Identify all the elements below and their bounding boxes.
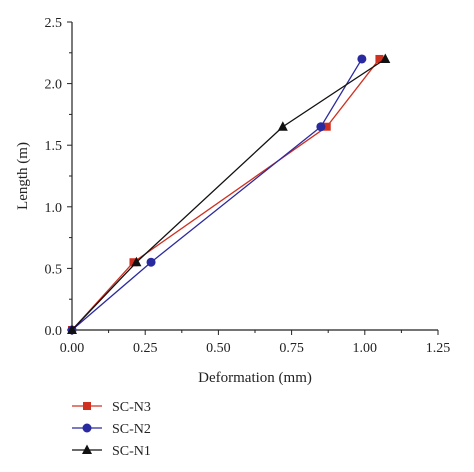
legend-label: SC-N3 [112,400,151,415]
y-tick-label: 2.5 [45,16,63,31]
series-layer [67,53,391,335]
series-sc-n1 [67,53,391,334]
data-point [322,122,331,131]
y-axis-title: Length (m) [15,142,31,210]
legend: SC-N3 SC-N2 SC-N1 [72,400,151,459]
y-tick-label: 2.0 [45,78,63,93]
legend-label: SC-N1 [112,444,151,459]
legend-item-sc-n2: SC-N2 [72,422,151,437]
x-tick-label: 0.25 [133,341,158,356]
legend-item-sc-n3: SC-N3 [72,400,151,415]
data-point [146,257,156,267]
series-line [71,58,386,331]
data-point [277,121,288,131]
y-tick-label: 0.5 [45,262,63,277]
x-tick-label: 0.75 [279,341,304,356]
y-tick-label: 1.0 [45,201,63,216]
series-line [71,58,380,331]
y-tick-label: 0.0 [45,324,63,339]
series-sc-n2 [67,54,367,335]
legend-item-sc-n1: SC-N1 [72,444,151,459]
series-line [71,58,363,331]
x-tick-label: 0.00 [60,341,85,356]
data-point [131,256,142,267]
data-point [316,122,326,132]
x-tick-label: 1.00 [353,341,378,356]
x-tick-label: 0.50 [206,341,231,356]
legend-marker [82,423,92,433]
x-tick-label: 1.25 [426,341,451,356]
legend-marker [83,402,91,410]
data-point [380,53,391,63]
data-point [357,54,367,64]
y-tick-label: 1.5 [45,139,63,154]
legend-marker [82,444,92,454]
data-point [375,54,384,63]
x-axis-title: Deformation (mm) [198,370,312,386]
axis-ticks: 0.00 0.25 0.50 0.75 1.00 1.25 0.0 0.5 1.0 1.5 2.0 2… [45,16,451,356]
data-point [129,258,138,267]
legend-label: SC-N2 [112,422,151,437]
data-point [67,324,77,334]
